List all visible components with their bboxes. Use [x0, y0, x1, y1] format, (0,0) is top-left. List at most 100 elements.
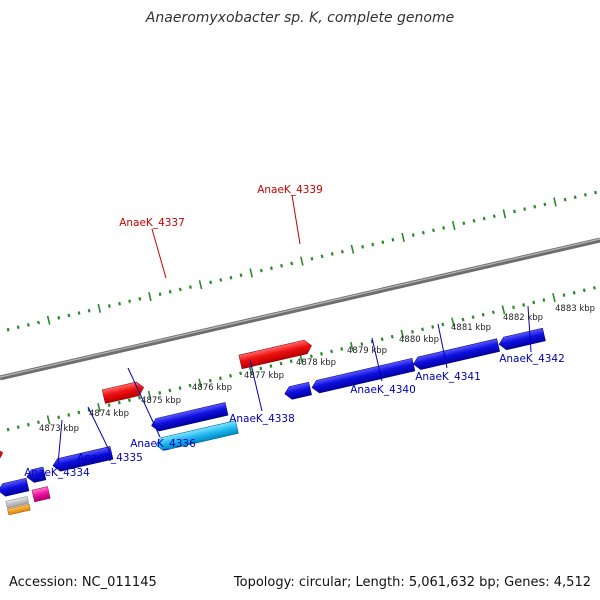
- gene-anaek-4340-marker[interactable]: [283, 381, 312, 401]
- ruler-label: 4881 kbp: [451, 323, 491, 333]
- inner-minor-tick: [229, 373, 232, 378]
- outer-major-tick: [401, 232, 405, 242]
- inner-minor-tick: [289, 359, 293, 363]
- inner-minor-tick: [582, 288, 586, 293]
- inner-minor-tick: [218, 376, 222, 381]
- gene-anaek-4337[interactable]: [101, 381, 145, 404]
- feature-orange[interactable]: [7, 503, 31, 516]
- outer-major-tick: [198, 280, 203, 290]
- inner-minor-tick: [67, 413, 71, 417]
- inner-minor-tick: [592, 286, 596, 290]
- leader-anaek-4341: [437, 323, 448, 369]
- gene-anaek-4338[interactable]: [155, 420, 239, 452]
- gene-red-left[interactable]: [0, 446, 4, 469]
- outer-minor-tick: [229, 275, 233, 280]
- gene-anaek-4338-upper[interactable]: [150, 402, 229, 432]
- outer-minor-tick: [77, 311, 81, 315]
- inner-minor-tick: [491, 310, 495, 315]
- outer-minor-tick: [371, 242, 375, 247]
- label-anaek-4334[interactable]: AnaeK_4334: [24, 467, 90, 479]
- outer-major-tick: [148, 292, 152, 302]
- inner-major-tick: [501, 305, 506, 315]
- label-anaek-4335[interactable]: AnaeK_4335: [77, 452, 143, 464]
- inner-major-tick: [97, 403, 101, 413]
- outer-major-tick: [300, 256, 304, 266]
- outer-major-tick: [249, 268, 253, 278]
- inner-minor-tick: [269, 364, 273, 368]
- leader-anaek-4339: [291, 194, 301, 245]
- gene-blue-right[interactable]: [498, 327, 546, 351]
- gene-anaek-4339[interactable]: [238, 339, 313, 370]
- gene-anaek-4335-marker[interactable]: [25, 466, 47, 484]
- gene-anaek-4336[interactable]: [52, 446, 114, 472]
- leader-lines: [57, 194, 532, 465]
- feature-pink[interactable]: [31, 486, 51, 503]
- inner-minor-tick: [16, 425, 20, 429]
- outer-minor-tick: [280, 263, 283, 268]
- outer-minor-tick: [421, 230, 425, 235]
- ruler-label: 4874 kbp: [89, 409, 129, 419]
- inner-minor-tick: [481, 312, 485, 317]
- inner-minor-tick: [239, 371, 243, 376]
- outer-minor-tick: [310, 256, 314, 261]
- outer-minor-tick: [320, 254, 324, 259]
- leader-anaek-4336: [127, 367, 161, 438]
- inner-major-tick: [552, 293, 556, 303]
- inner-major-tick: [350, 341, 354, 352]
- outer-major-tick: [553, 197, 557, 207]
- outer-minor-tick: [16, 325, 20, 330]
- inner-major-tick: [451, 317, 455, 327]
- gene-anaek-4341[interactable]: [311, 358, 416, 394]
- outer-minor-tick: [330, 252, 334, 256]
- outer-tick-track: [6, 190, 597, 332]
- outer-major-tick: [350, 244, 355, 254]
- accession-text: Accession: NC_011145: [9, 575, 157, 590]
- ruler-label: 4873 kbp: [39, 424, 79, 434]
- outer-minor-tick: [381, 240, 385, 244]
- label-anaek-4341[interactable]: AnaeK_4341: [415, 371, 481, 383]
- inner-major-tick: [46, 415, 51, 425]
- inner-minor-tick: [340, 347, 344, 351]
- outer-minor-tick: [543, 202, 547, 207]
- outer-minor-tick: [239, 273, 243, 278]
- inner-minor-tick: [26, 422, 30, 427]
- inner-minor-tick: [188, 383, 192, 388]
- ruler-label: 4877 kbp: [244, 371, 284, 381]
- gene-anaek-4334-marker[interactable]: [0, 477, 30, 497]
- inner-minor-tick: [37, 420, 40, 425]
- inner-minor-tick: [178, 386, 182, 390]
- inner-minor-tick: [117, 400, 121, 405]
- inner-major-tick: [248, 366, 253, 376]
- inner-minor-tick: [320, 352, 323, 356]
- label-anaek-4340[interactable]: AnaeK_4340: [350, 384, 416, 396]
- outer-major-tick: [451, 221, 456, 231]
- leader-anaek-4334: [57, 419, 63, 465]
- feature-grey[interactable]: [5, 496, 30, 509]
- outer-minor-tick: [26, 323, 30, 327]
- label-anaek-4342[interactable]: AnaeK_4342: [499, 353, 565, 365]
- inner-minor-tick: [431, 325, 435, 329]
- inner-minor-tick: [127, 398, 131, 403]
- inner-minor-tick: [380, 337, 384, 341]
- outer-minor-tick: [118, 301, 121, 306]
- inner-minor-tick: [259, 366, 263, 371]
- ruler-label: 4875 kbp: [141, 396, 181, 406]
- inner-minor-tick: [107, 403, 111, 407]
- inner-minor-tick: [208, 378, 212, 383]
- inner-minor-tick: [168, 388, 172, 393]
- ruler-label: 4880 kbp: [399, 335, 439, 345]
- inner-minor-tick: [522, 303, 526, 307]
- label-anaek-4338[interactable]: AnaeK_4338: [229, 413, 295, 425]
- inner-minor-tick: [330, 349, 334, 354]
- outer-minor-tick: [259, 268, 263, 273]
- label-anaek-4336[interactable]: AnaeK_4336: [130, 438, 196, 450]
- inner-minor-tick: [441, 322, 445, 327]
- inner-minor-tick: [411, 330, 414, 334]
- label-anaek-4337[interactable]: AnaeK_4337: [119, 217, 185, 229]
- leader-anaek-4342: [527, 305, 532, 353]
- leader-anaek-4338: [249, 359, 263, 412]
- gene-anaek-4342[interactable]: [412, 338, 500, 371]
- label-anaek-4339[interactable]: AnaeK_4339: [257, 184, 323, 196]
- outer-minor-tick: [340, 249, 344, 254]
